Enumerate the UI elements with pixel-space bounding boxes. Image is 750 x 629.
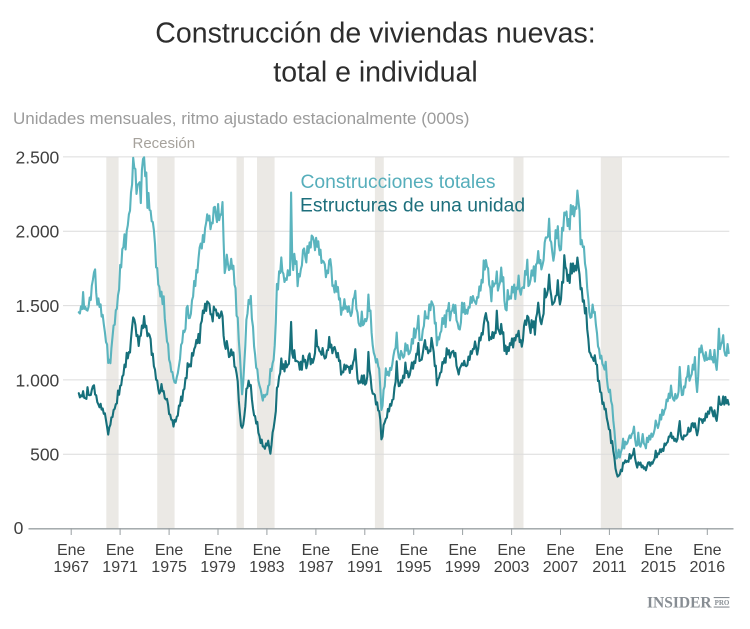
svg-text:1.500: 1.500 — [16, 296, 60, 316]
svg-text:Ene: Ene — [106, 542, 135, 559]
svg-text:Ene: Ene — [253, 542, 282, 559]
svg-text:2.000: 2.000 — [16, 222, 60, 242]
svg-text:Estructuras de una unidad: Estructuras de una unidad — [300, 196, 525, 217]
svg-text:2016: 2016 — [690, 559, 726, 576]
svg-text:total e individual: total e individual — [273, 57, 477, 89]
svg-text:1975: 1975 — [151, 559, 187, 576]
svg-text:1.000: 1.000 — [16, 370, 60, 390]
svg-text:2015: 2015 — [641, 559, 677, 576]
svg-text:500: 500 — [30, 445, 59, 465]
svg-text:1991: 1991 — [347, 559, 383, 576]
svg-text:1971: 1971 — [102, 559, 138, 576]
svg-text:Ene: Ene — [546, 542, 575, 559]
svg-text:2011: 2011 — [592, 559, 627, 576]
svg-text:0: 0 — [14, 518, 24, 538]
svg-text:Ene: Ene — [302, 542, 331, 559]
svg-text:2.500: 2.500 — [16, 147, 60, 167]
svg-text:Ene: Ene — [448, 542, 477, 559]
svg-text:PRO: PRO — [715, 599, 730, 607]
svg-text:Construcción de viviendas nuev: Construcción de viviendas nuevas: — [155, 18, 595, 50]
svg-text:Ene: Ene — [204, 542, 233, 559]
svg-text:Ene: Ene — [57, 542, 86, 559]
svg-text:Ene: Ene — [155, 542, 184, 559]
svg-text:INSIDER: INSIDER — [647, 594, 712, 611]
svg-text:Ene: Ene — [351, 542, 380, 559]
svg-text:Ene: Ene — [644, 542, 673, 559]
svg-text:Ene: Ene — [497, 542, 526, 559]
svg-text:1995: 1995 — [396, 559, 432, 576]
svg-text:2003: 2003 — [494, 559, 530, 576]
svg-text:Unidades mensuales, ritmo ajus: Unidades mensuales, ritmo ajustado estac… — [13, 109, 469, 128]
svg-text:1999: 1999 — [445, 559, 481, 576]
svg-text:Ene: Ene — [693, 542, 722, 559]
svg-text:Ene: Ene — [399, 542, 428, 559]
svg-text:Construcciones totales: Construcciones totales — [301, 172, 496, 193]
svg-text:1967: 1967 — [53, 559, 89, 576]
svg-text:1983: 1983 — [249, 559, 285, 576]
svg-text:1979: 1979 — [200, 559, 236, 576]
svg-text:2007: 2007 — [543, 559, 579, 576]
svg-text:Recesión: Recesión — [133, 135, 196, 152]
svg-text:Ene: Ene — [595, 542, 624, 559]
svg-text:1987: 1987 — [298, 559, 334, 576]
